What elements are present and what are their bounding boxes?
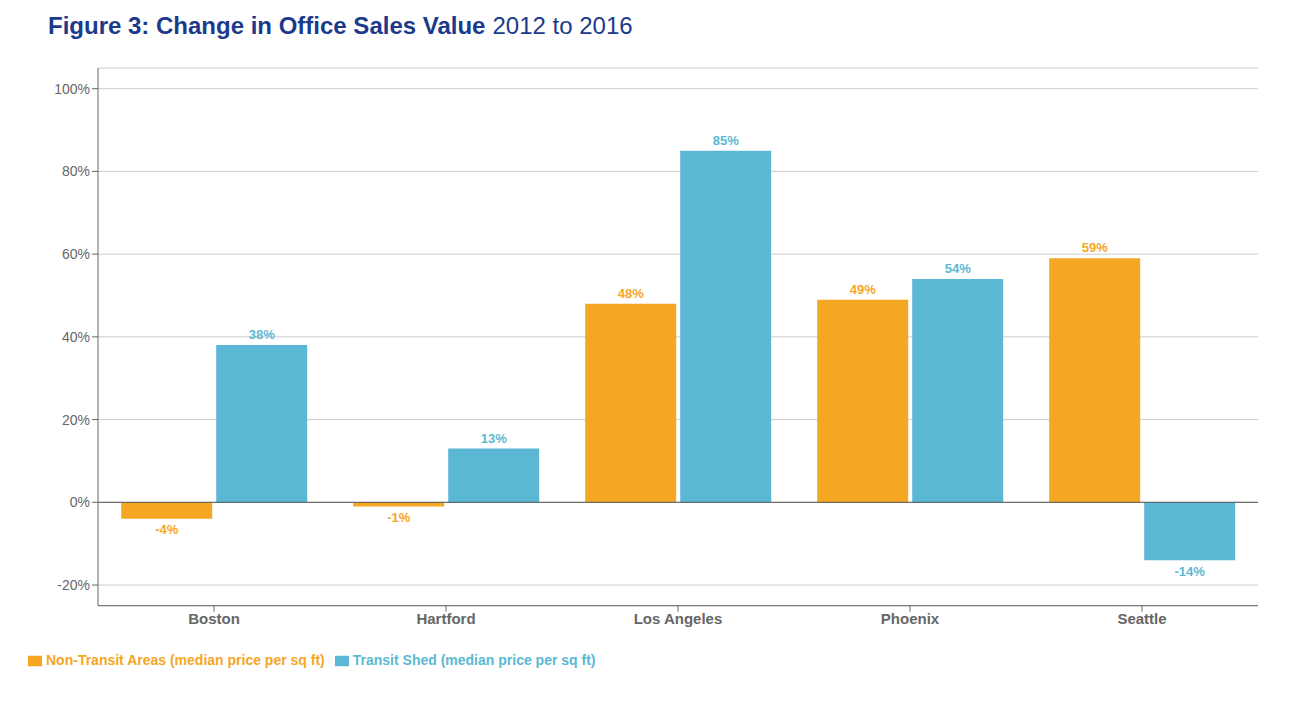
svg-text:-4%: -4% — [155, 522, 179, 537]
svg-text:60%: 60% — [62, 246, 90, 262]
svg-text:59%: 59% — [1082, 240, 1108, 255]
svg-text:-1%: -1% — [387, 510, 411, 525]
svg-text:100%: 100% — [54, 81, 90, 97]
html-text:Non-Transit Areas (median pric: Non-Transit Areas (median price per sq f… — [46, 651, 325, 668]
svg-text:Boston: Boston — [188, 610, 240, 627]
svg-text:13%: 13% — [481, 431, 507, 446]
svg-text:Seattle: Seattle — [1117, 610, 1166, 627]
svg-text:-20%: -20% — [57, 577, 90, 593]
svg-text:85%: 85% — [713, 133, 739, 148]
svg-text:54%: 54% — [945, 261, 971, 276]
svg-text:49%: 49% — [850, 282, 876, 297]
html-text:Figure 3: Change in Office Sal: Figure 3: Change in Office Sales Value 2… — [48, 12, 633, 39]
svg-text:-14%: -14% — [1175, 564, 1206, 579]
html-text:Transit Shed (median price per: Transit Shed (median price per sq ft) — [352, 651, 596, 668]
svg-text:80%: 80% — [62, 163, 90, 179]
svg-text:38%: 38% — [249, 327, 275, 342]
svg-text:Phoenix: Phoenix — [881, 610, 940, 627]
svg-text:Hartford: Hartford — [416, 610, 475, 627]
svg-text:20%: 20% — [62, 412, 90, 428]
svg-text:48%: 48% — [618, 286, 644, 301]
svg-text:0%: 0% — [70, 494, 90, 510]
svg-text:Los Angeles: Los Angeles — [634, 610, 723, 627]
svg-text:40%: 40% — [62, 329, 90, 345]
